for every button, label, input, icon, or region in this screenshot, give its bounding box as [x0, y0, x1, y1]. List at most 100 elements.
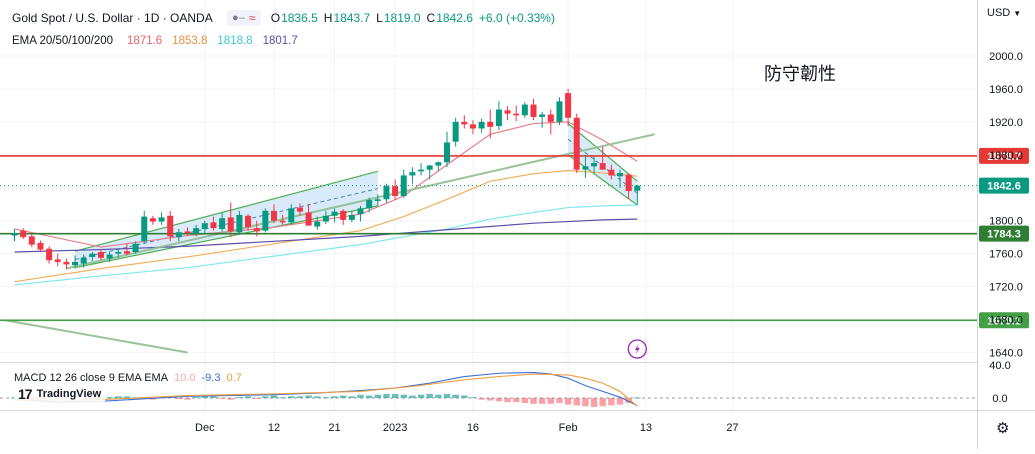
candle-body	[149, 218, 156, 222]
price-tick-label: 1880.0	[989, 150, 1023, 162]
macd-legend[interactable]: MACD 12 26 close 9 EMA EMA 10.0 -9.3 0.7	[14, 372, 242, 384]
resistance-price-label: 1878.7	[987, 151, 1021, 163]
candle-body	[132, 243, 139, 253]
macd-line	[14, 371, 638, 407]
chart-annotation: 防守韌性	[764, 64, 836, 84]
candle-body	[158, 217, 165, 222]
macd-histogram-bar	[192, 397, 200, 399]
candle-body	[444, 142, 450, 163]
candle-body	[348, 214, 355, 220]
macd-histogram-bar	[115, 396, 122, 398]
candle-body	[80, 257, 87, 264]
eye-icon[interactable]: ●‒	[232, 12, 245, 24]
candle-body	[487, 121, 494, 127]
macd-histogram-bar	[409, 395, 416, 398]
macd-histogram-bar	[599, 398, 606, 407]
candle-body	[331, 211, 338, 216]
candle-body	[374, 199, 381, 201]
ohlc-key: O	[270, 11, 281, 25]
macd-histogram-bar	[435, 394, 442, 398]
candle-body	[227, 217, 234, 232]
ema50-value: 1853.8	[172, 35, 208, 47]
candle-body	[167, 215, 174, 237]
macd-histogram-bar	[443, 393, 451, 398]
macd-histogram-bar	[556, 398, 563, 403]
candle-body	[141, 216, 148, 242]
macd-histogram-bar	[365, 395, 373, 398]
ema-indicator-label: EMA 20/50/100/200	[12, 35, 114, 47]
time-tick-label: Dec	[195, 422, 215, 434]
candle-body	[366, 200, 373, 209]
macd-histogram-bar	[279, 397, 286, 399]
time-tick-label: 16	[467, 422, 479, 434]
ohlc-key: C	[426, 11, 436, 25]
wave-icon[interactable]: ≈	[248, 11, 256, 25]
ema-legend[interactable]: EMA 20/50/100/200 1871.6 1853.8 1818.8 1…	[12, 35, 298, 47]
ema200-value: 1801.7	[262, 35, 298, 47]
candle-body	[89, 253, 96, 257]
macd-histogram-bar	[357, 394, 364, 398]
up-channel-fill	[75, 171, 378, 268]
candle-body	[547, 114, 554, 122]
candle-body	[357, 208, 364, 215]
candle-body	[184, 231, 191, 234]
up-channel-upper	[74, 170, 378, 252]
candle-body	[201, 223, 208, 229]
macd-histogram-bar	[582, 398, 589, 407]
ema-line-100	[14, 204, 638, 286]
candle-body	[288, 208, 295, 223]
currency-selector[interactable]: USD ▼	[987, 7, 1021, 19]
candle-body	[591, 163, 598, 167]
macd-signal-value: 0.7	[226, 372, 242, 384]
candle-body	[245, 215, 252, 228]
gear-icon[interactable]: ⚙	[996, 420, 1010, 437]
candle-body	[175, 232, 182, 238]
time-tick-label: 13	[640, 422, 652, 434]
candle-body	[72, 261, 79, 266]
symbol-title[interactable]: Gold Spot / U.S. Dollar · 1D · OANDA	[12, 11, 213, 25]
last-price-tag	[979, 177, 1029, 194]
legend-buttons[interactable]: ●‒ ≈	[226, 10, 261, 26]
macd-histogram-bar	[296, 396, 304, 398]
macd-histogram-bar	[634, 397, 641, 399]
resistance-price-tag	[979, 147, 1029, 164]
macd-tick-label: 0.0	[992, 393, 1007, 405]
macd-histogram-bar	[417, 394, 425, 398]
macd-histogram-bar	[616, 398, 624, 405]
candle-body	[495, 109, 502, 127]
candle-body	[20, 230, 27, 238]
macd-line-value: -9.3	[201, 372, 221, 384]
macd-histogram-bar	[244, 396, 252, 398]
candle-body	[314, 221, 321, 227]
candle-body	[565, 93, 572, 118]
macd-histogram-bar	[175, 398, 183, 399]
tradingview-logo[interactable]: 17 TradingView	[14, 384, 106, 404]
macd-histogram-bar	[530, 398, 537, 404]
candle-body	[617, 172, 623, 177]
candle-body	[322, 215, 329, 222]
macd-histogram-bar	[305, 395, 312, 398]
price-tick-label: 2000.0	[989, 51, 1023, 63]
macd-histogram-bar	[504, 398, 511, 403]
candle-body	[210, 222, 217, 229]
candle-body	[452, 121, 459, 142]
candle-body	[469, 124, 476, 129]
candle-body	[435, 162, 442, 166]
macd-histogram-bar	[340, 395, 347, 398]
tradingview-logo-icon: 17	[18, 386, 33, 402]
candle-body	[37, 242, 44, 250]
candle-body	[513, 113, 520, 116]
macd-label: MACD 12 26 close 9 EMA EMA	[14, 372, 169, 384]
support-1-price-tag	[979, 225, 1029, 242]
candle-body	[418, 169, 425, 172]
candle-body	[106, 254, 113, 259]
candle-body	[625, 174, 632, 192]
macd-histogram-bar	[227, 398, 234, 400]
candle-body	[539, 114, 546, 117]
ohlc-key: L	[376, 11, 383, 25]
price-tick-label: 1720.0	[989, 282, 1023, 294]
macd-histogram-bar	[426, 393, 433, 398]
macd-histogram-bar	[547, 398, 554, 404]
